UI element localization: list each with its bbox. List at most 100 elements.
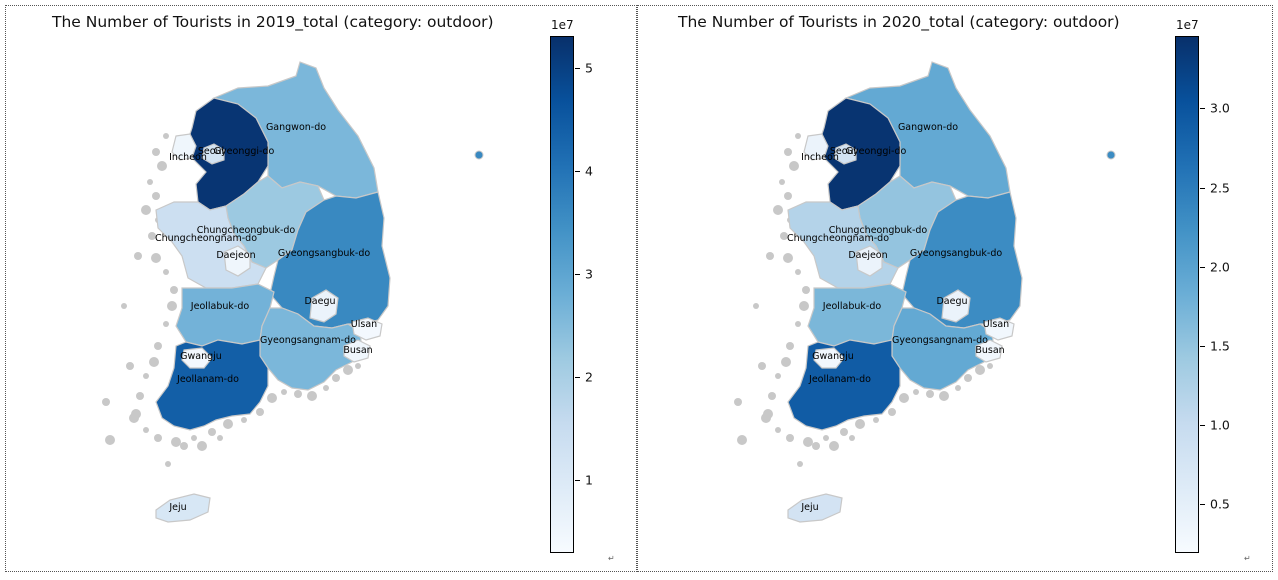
colorbar-tick (1200, 425, 1205, 427)
island-dot (789, 161, 799, 171)
island-dot (783, 253, 793, 263)
island-dot (987, 363, 993, 369)
island-dot (784, 148, 792, 156)
colorbar-tick-label: 1.0 (1210, 417, 1230, 433)
region-label: Daejeon (848, 250, 887, 261)
island-dot (152, 148, 160, 156)
island-dot (147, 179, 153, 185)
island-dot (343, 365, 353, 375)
colorbar-tick (575, 479, 580, 481)
region-seoul (833, 143, 857, 165)
region-label: Daejeon (216, 250, 255, 261)
island-dot (165, 461, 171, 467)
island-dot (758, 362, 766, 370)
island-dot (170, 286, 178, 294)
island-dot (294, 390, 302, 398)
island-dot (143, 373, 149, 379)
region-label: Jeollabuk-do (822, 301, 882, 312)
island-dot (217, 435, 223, 441)
colorbar-tick-label: 3 (585, 266, 593, 282)
region-label: Gyeonggi-do (214, 146, 275, 157)
island-dot (775, 427, 781, 433)
island-dot (855, 419, 865, 429)
island-dot (779, 179, 785, 185)
colorbar-tick (575, 273, 580, 275)
island-dot (208, 428, 216, 436)
region-busan (343, 339, 371, 363)
colorbar-tick (1200, 187, 1205, 189)
region-label: Gyeonggi-do (846, 146, 907, 157)
region-label: Gyeongsangbuk-do (278, 248, 371, 259)
island-dot (786, 342, 794, 350)
region-label: Daegu (304, 296, 335, 307)
island-dot (167, 301, 177, 311)
region-jeju (787, 493, 843, 523)
island-dot (964, 374, 972, 382)
island-dot (955, 385, 961, 391)
island-dot (267, 393, 277, 403)
chart-title-2020: The Number of Tourists in 2020_total (ca… (678, 13, 1120, 31)
island-dot (149, 357, 159, 367)
region-gwangju (181, 347, 213, 369)
region-label: Jeollabuk-do (190, 301, 250, 312)
island-dot (163, 321, 169, 327)
island-dot (143, 427, 149, 433)
region-ulleungdo-island (474, 150, 484, 160)
colorbar-tick (575, 170, 580, 172)
region-label: Seoul (198, 146, 224, 157)
island-dot (795, 269, 801, 275)
island-dot (781, 357, 791, 367)
colorbar-tick (1200, 504, 1205, 506)
region-label: Gyeongsangbuk-do (910, 248, 1003, 259)
region-label: Incheon (801, 152, 839, 163)
island-dot (913, 389, 919, 395)
island-dot (786, 434, 794, 442)
island-dot (888, 408, 896, 416)
colorbar-tick-label: 4 (585, 163, 593, 179)
island-dot (926, 390, 934, 398)
island-dot (873, 417, 879, 423)
island-dot (256, 408, 264, 416)
island-dot (899, 393, 909, 403)
colorbar-2020: 0.5 1.0 1.5 2.0 2.5 3.0 (1175, 36, 1230, 553)
region-daegu (941, 289, 971, 323)
island-dot (766, 252, 774, 260)
colorbar-tick-label: 3.0 (1210, 100, 1230, 116)
island-dot (784, 192, 792, 200)
region-label: Ulsan (983, 319, 1009, 330)
colorbar-tick-label: 2 (585, 369, 593, 385)
region-daejeon (223, 245, 251, 277)
island-dot (151, 253, 161, 263)
region-ulleungdo-island (1106, 150, 1116, 160)
region-daejeon (855, 245, 883, 277)
island-dot (163, 269, 169, 275)
island-dot (126, 362, 134, 370)
region-jeju (155, 493, 211, 523)
chart-panel-2020: The Number of Tourists in 2020_total (ca… (637, 5, 1273, 572)
region-daegu (309, 289, 339, 323)
island-dot (154, 342, 162, 350)
region-label: Daegu (936, 296, 967, 307)
region-ulsan (983, 317, 1015, 341)
island-dot (840, 428, 848, 436)
island-dot (768, 392, 776, 400)
region-label: Busan (343, 345, 372, 356)
island-dot (171, 437, 181, 447)
island-dot (281, 389, 287, 395)
region-label: Gangwon-do (266, 122, 326, 133)
island-dot (152, 192, 160, 200)
island-dot (761, 413, 771, 423)
island-dot (355, 363, 361, 369)
colorbar-2019: 1 2 3 4 5 (550, 36, 593, 553)
chart-panel-2019: The Number of Tourists in 2019_total (ca… (5, 5, 637, 572)
island-dot (780, 232, 788, 240)
region-incheon (803, 133, 829, 161)
region-label: Chungcheongnam-do (155, 233, 257, 244)
colorbar-tick-label: 2.0 (1210, 259, 1230, 275)
island-dot (849, 435, 855, 441)
colorbar-tick (575, 376, 580, 378)
island-dot (241, 417, 247, 423)
island-dot (141, 205, 151, 215)
island-dot (795, 321, 801, 327)
